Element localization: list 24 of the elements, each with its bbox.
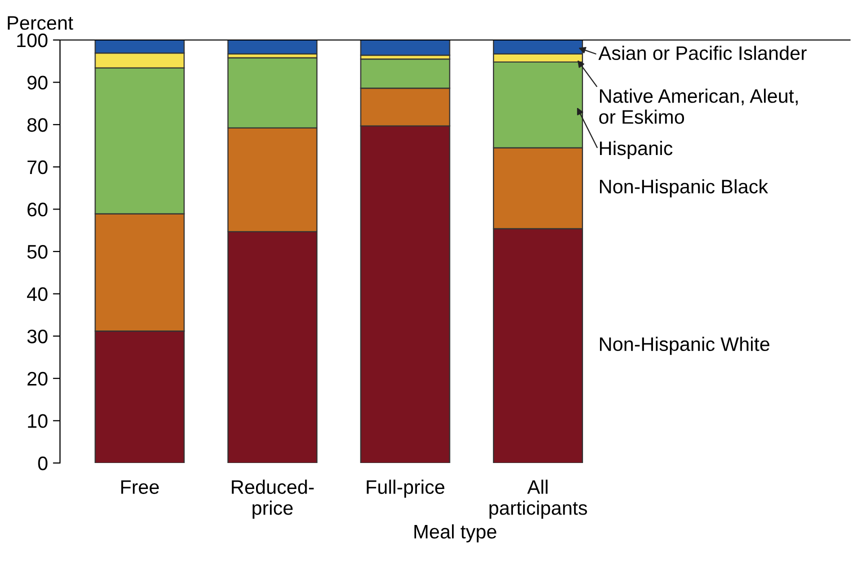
series-label: Non-Hispanic Black: [600, 179, 768, 198]
y-tick-label: 50: [27, 244, 48, 259]
y-tick-label: 60: [28, 202, 48, 216]
y-tick-label: 20: [28, 372, 48, 386]
x-axis-title: Meal type: [414, 524, 496, 542]
series-label: Non-Hispanic White: [600, 336, 770, 355]
y-tick-label: 10: [28, 414, 48, 428]
x-tick-label: Full-price: [366, 480, 444, 498]
x-tick-label: All participants: [490, 480, 587, 519]
y-axis-title: Percent: [8, 16, 74, 30]
y-tick-label: 100: [17, 33, 48, 48]
y-tick-label: 90: [27, 76, 48, 90]
bar: [227, 40, 318, 55]
y-tick-label: 80: [27, 118, 48, 132]
series-label: Native American, Aleut, or Eskimo: [599, 88, 798, 124]
series-label: Hispanic: [600, 140, 672, 160]
y-tick-label: 30: [27, 330, 48, 344]
x-tick-label: Free: [121, 480, 159, 494]
y-tick-label: 40: [27, 287, 48, 302]
bar: [360, 40, 450, 56]
y-tick-label: 70: [28, 160, 48, 174]
series-label: Asian or Pacific Islander: [598, 46, 807, 60]
y-tick-label: 0: [38, 456, 48, 470]
x-tick-label: Reduced- price: [232, 480, 314, 519]
